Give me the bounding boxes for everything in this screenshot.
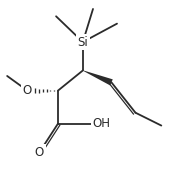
- Text: OH: OH: [92, 117, 110, 130]
- Polygon shape: [83, 70, 113, 85]
- Text: O: O: [23, 84, 32, 97]
- Text: Si: Si: [78, 36, 88, 48]
- Text: O: O: [35, 146, 44, 159]
